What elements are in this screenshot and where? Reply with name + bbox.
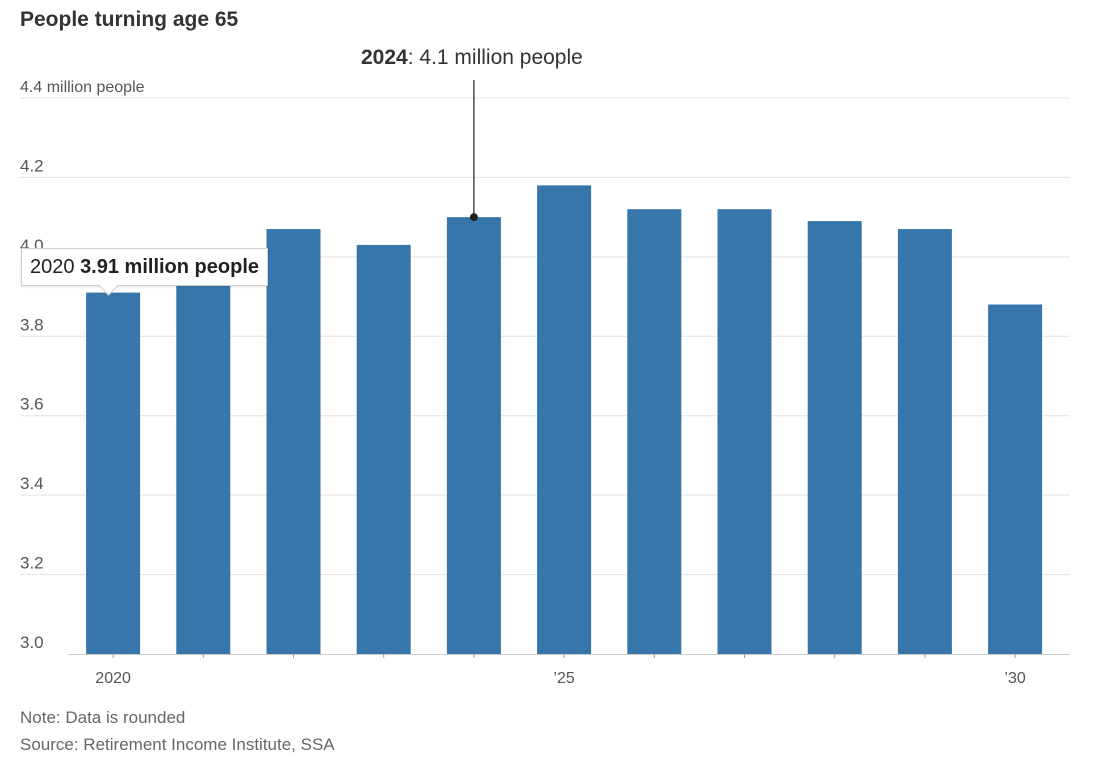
bar-2022[interactable]	[266, 229, 321, 655]
x-tick-label: ’25	[553, 670, 574, 687]
annotation-2024: 2024: 4.1 million people	[361, 46, 583, 70]
y-tick-label: 4.4 million people	[20, 79, 145, 96]
bar-2030[interactable]	[988, 304, 1043, 654]
x-tick-label: ’30	[1004, 670, 1025, 687]
bar-2020[interactable]	[86, 292, 141, 654]
y-tick-label: 3.0	[20, 633, 44, 652]
bar-2028[interactable]	[807, 221, 862, 654]
bar-2024[interactable]	[446, 217, 501, 654]
annotation-marker	[469, 80, 478, 222]
y-tick-label: 3.6	[20, 395, 44, 414]
y-tick-label: 3.2	[20, 554, 44, 573]
y-tick-label: 4.2	[20, 156, 44, 175]
y-tick-label: 3.8	[20, 315, 44, 334]
x-tick-label: 2020	[95, 670, 131, 687]
bar-2029[interactable]	[897, 229, 952, 655]
annotation-year: 2024	[361, 46, 408, 69]
bar-2026[interactable]	[627, 209, 682, 654]
tooltip-year: 2020	[30, 256, 75, 278]
footer-note: Note: Data is rounded	[20, 708, 186, 727]
y-axis-ticks: 3.03.23.43.63.84.04.24.4 million people	[20, 79, 145, 652]
x-axis: 2020 ’25 ’30	[68, 654, 1070, 687]
bar-2023[interactable]	[356, 244, 411, 654]
annotation-dot	[469, 213, 478, 222]
bars	[86, 185, 1043, 655]
tooltip-2020: 2020 3.91 million people	[21, 248, 268, 296]
chart-title: People turning age 65	[20, 8, 239, 31]
bar-2021[interactable]	[176, 272, 231, 654]
y-tick-label: 3.4	[20, 474, 44, 493]
bar-2027[interactable]	[717, 209, 772, 654]
annotation-text: : 4.1 million people	[407, 46, 583, 69]
footer-source: Source: Retirement Income Institute, SSA	[20, 735, 335, 754]
bar-2025[interactable]	[537, 185, 592, 654]
tooltip-value: 3.91 million people	[80, 256, 259, 278]
